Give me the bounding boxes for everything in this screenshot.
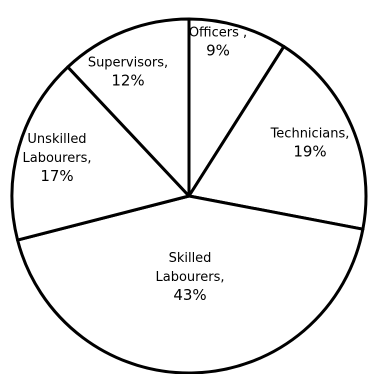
pie-labels: Officers , 9% Technicians, 19% Skilled Labour… xyxy=(23,26,350,305)
pie-slice-unskilled-labourers xyxy=(10,65,191,242)
slice-label-officers: Officers , 9% xyxy=(189,26,247,60)
pie-slice-technicians xyxy=(187,45,368,231)
pie-slice-skilled-labourers xyxy=(16,194,365,374)
slice-label-technicians: Technicians, 19% xyxy=(270,127,350,161)
pie-slice-officers xyxy=(187,17,286,198)
slice-label-skilled-labourers: Skilled Labourers, 43% xyxy=(156,251,225,304)
pie-slice-supervisors xyxy=(66,17,191,198)
slice-label-unskilled-labourers: Unskilled Labourers, 17% xyxy=(23,132,92,185)
pie-slices xyxy=(10,17,368,374)
slice-label-supervisors: Supervisors, 12% xyxy=(88,56,168,90)
